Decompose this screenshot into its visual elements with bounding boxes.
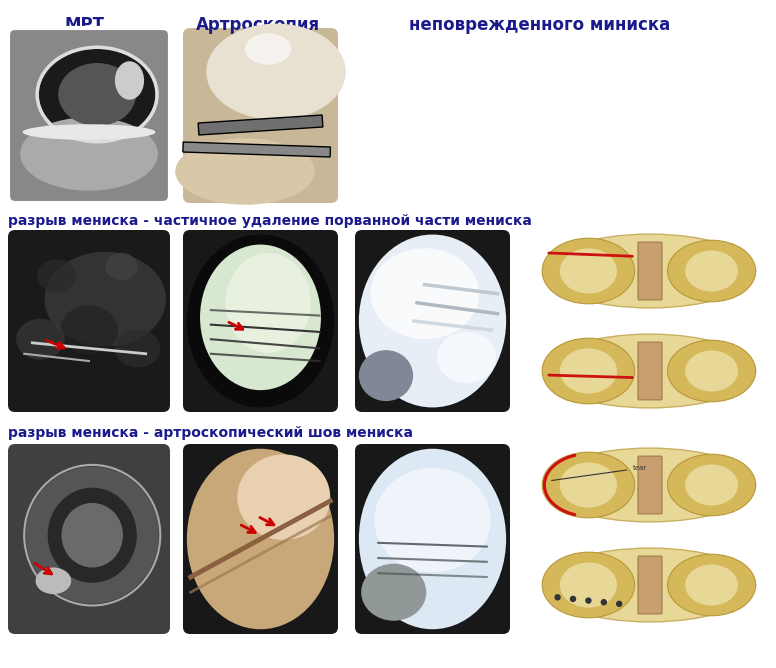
Ellipse shape — [667, 554, 756, 616]
Text: неповрежденного миниска: неповрежденного миниска — [410, 16, 670, 34]
Circle shape — [601, 600, 606, 605]
FancyBboxPatch shape — [8, 444, 170, 634]
Ellipse shape — [667, 340, 756, 401]
Ellipse shape — [226, 253, 311, 353]
Ellipse shape — [685, 564, 738, 605]
Ellipse shape — [187, 234, 334, 407]
FancyBboxPatch shape — [638, 242, 662, 300]
FancyBboxPatch shape — [638, 342, 662, 400]
Ellipse shape — [542, 552, 635, 618]
Ellipse shape — [106, 253, 137, 280]
Ellipse shape — [545, 334, 756, 408]
FancyArrow shape — [198, 115, 323, 135]
Ellipse shape — [667, 240, 756, 302]
Ellipse shape — [542, 338, 635, 403]
Ellipse shape — [359, 234, 506, 407]
Ellipse shape — [359, 449, 506, 629]
Ellipse shape — [374, 468, 490, 572]
FancyBboxPatch shape — [8, 28, 170, 203]
Ellipse shape — [245, 33, 292, 65]
Ellipse shape — [206, 23, 346, 120]
FancyBboxPatch shape — [355, 230, 510, 412]
Ellipse shape — [36, 568, 71, 594]
Ellipse shape — [47, 488, 137, 582]
Ellipse shape — [685, 351, 738, 391]
Ellipse shape — [60, 305, 118, 355]
Ellipse shape — [437, 332, 496, 383]
Ellipse shape — [559, 248, 617, 293]
Circle shape — [586, 598, 591, 603]
Text: разрыв мениска - артроскопический шов мениска: разрыв мениска - артроскопический шов ме… — [8, 426, 413, 440]
Text: Артроскопия: Артроскопия — [196, 16, 320, 34]
Ellipse shape — [545, 448, 756, 522]
Text: разрыв мениска - частичное удаление порванной части мениска: разрыв мениска - частичное удаление порв… — [8, 214, 532, 228]
FancyBboxPatch shape — [183, 28, 338, 203]
Ellipse shape — [115, 61, 144, 100]
Text: tear: tear — [552, 465, 646, 480]
FancyBboxPatch shape — [638, 556, 662, 614]
Ellipse shape — [545, 234, 756, 308]
FancyBboxPatch shape — [8, 230, 170, 412]
Circle shape — [570, 597, 576, 601]
Ellipse shape — [359, 350, 413, 401]
Ellipse shape — [26, 467, 158, 604]
FancyArrow shape — [183, 142, 331, 157]
Ellipse shape — [175, 138, 315, 205]
Ellipse shape — [361, 564, 426, 621]
Ellipse shape — [542, 452, 635, 518]
Ellipse shape — [559, 562, 617, 608]
Ellipse shape — [237, 454, 331, 540]
Ellipse shape — [61, 503, 123, 568]
Ellipse shape — [37, 259, 76, 292]
Ellipse shape — [545, 548, 756, 622]
Ellipse shape — [559, 462, 617, 508]
Ellipse shape — [685, 250, 738, 291]
Ellipse shape — [685, 464, 738, 506]
FancyBboxPatch shape — [183, 444, 338, 634]
Ellipse shape — [20, 118, 158, 191]
Ellipse shape — [23, 124, 155, 140]
Ellipse shape — [200, 244, 321, 390]
FancyBboxPatch shape — [355, 444, 510, 634]
Circle shape — [555, 595, 560, 600]
Ellipse shape — [39, 49, 155, 140]
FancyBboxPatch shape — [183, 230, 338, 412]
Text: МРТ: МРТ — [65, 16, 105, 34]
Ellipse shape — [542, 238, 635, 304]
Ellipse shape — [58, 63, 136, 126]
Ellipse shape — [115, 329, 161, 367]
Ellipse shape — [370, 248, 479, 339]
Circle shape — [617, 601, 622, 607]
Ellipse shape — [559, 349, 617, 393]
Ellipse shape — [44, 252, 166, 347]
Ellipse shape — [667, 454, 756, 516]
Ellipse shape — [16, 319, 64, 359]
Ellipse shape — [187, 449, 334, 629]
FancyBboxPatch shape — [638, 456, 662, 514]
